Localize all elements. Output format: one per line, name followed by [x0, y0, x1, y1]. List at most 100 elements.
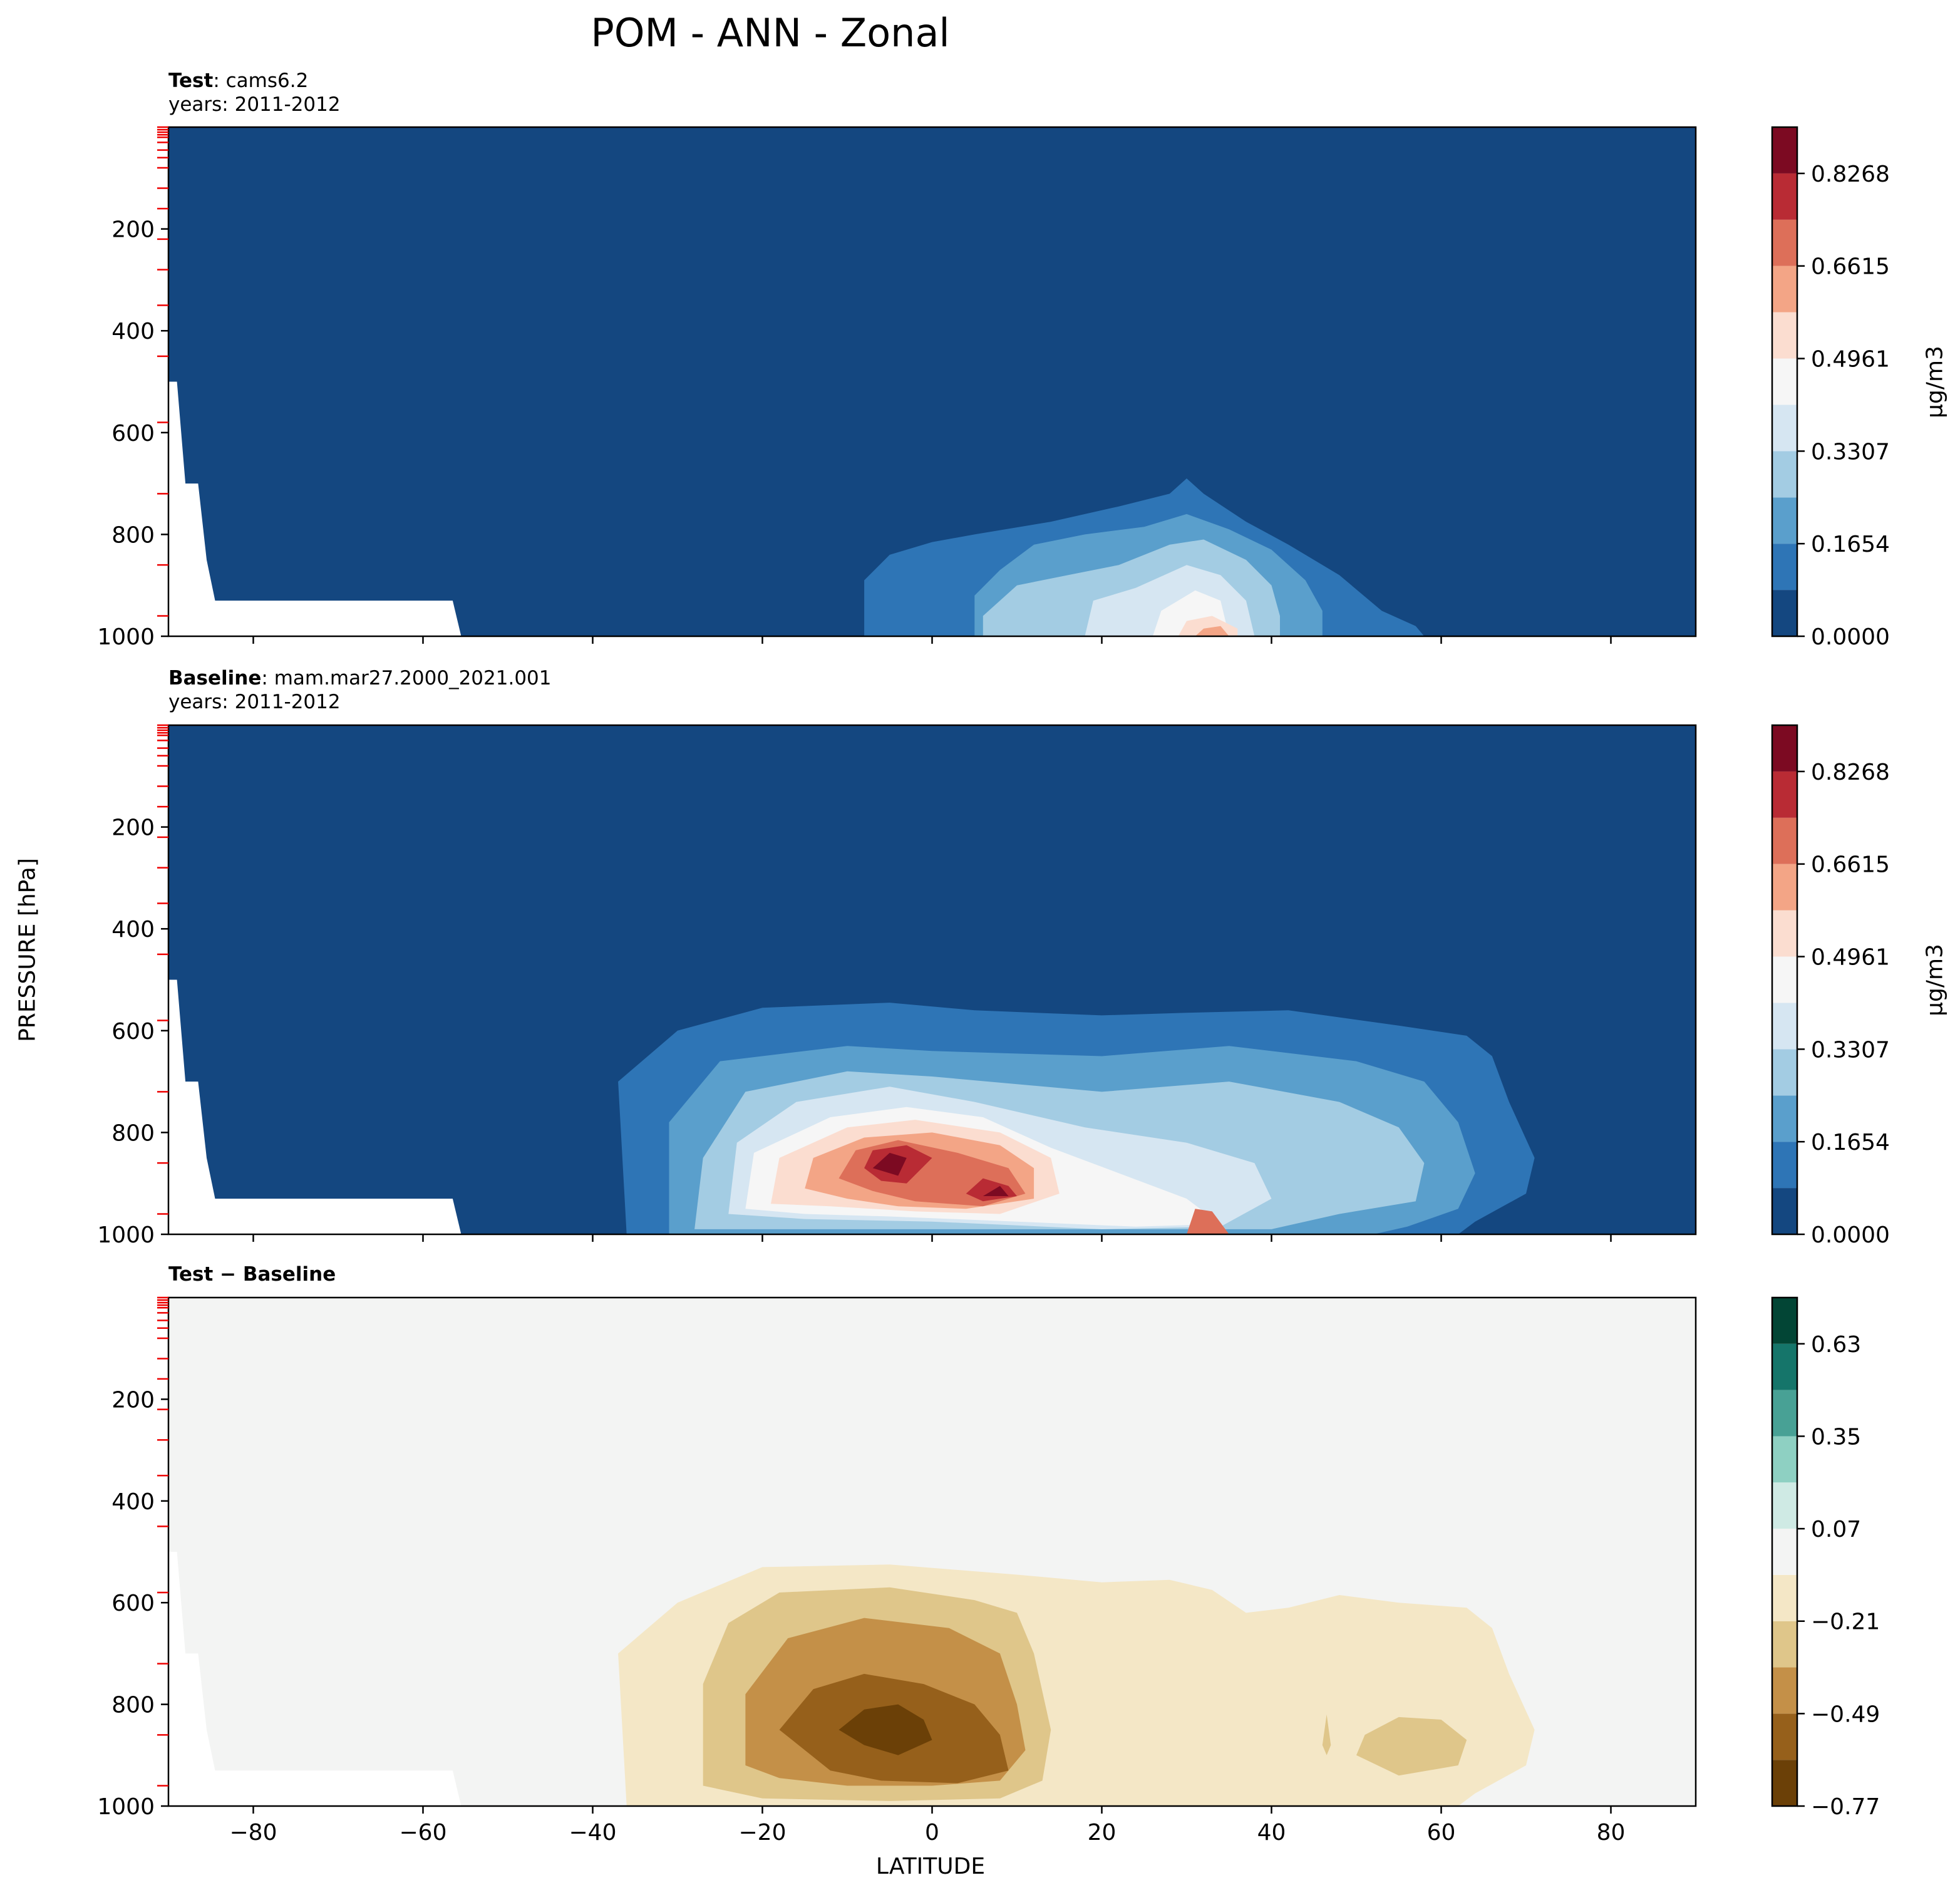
colorbar-tick-label: 0.1654: [1811, 1130, 1890, 1155]
colorbar-swatch: [1772, 1298, 1797, 1344]
colorbar-tick-label: 0.3307: [1811, 1037, 1890, 1063]
colorbar-tick-label: 0.35: [1811, 1424, 1861, 1450]
colorbar-swatch: [1772, 1390, 1797, 1437]
panel-1-label-bold: Test: [168, 70, 214, 92]
colorbar-frame: [1771, 1296, 1798, 1807]
colorbar-swatch: [1772, 1667, 1797, 1714]
colorbar-swatch: [1772, 312, 1797, 359]
x-tick-label: 60: [1427, 1820, 1456, 1846]
y-tick-label: 1000: [97, 1222, 155, 1248]
x-tick-label: −80: [230, 1820, 277, 1846]
colorbar-swatch: [1772, 1095, 1797, 1142]
colorbar-swatch: [1772, 1049, 1797, 1096]
x-tick-label: −60: [400, 1820, 447, 1846]
colorbar-swatch: [1772, 771, 1797, 818]
y-tick-label: 200: [111, 1387, 155, 1413]
colorbar-swatch: [1772, 544, 1797, 591]
colorbar-1: 0.0000 0.1654 0.3307 0.4961 0.6615 0.8268: [1771, 126, 1890, 650]
colorbar-swatch: [1772, 817, 1797, 864]
contour-level-7: [1195, 626, 1229, 636]
colorbar-tick-label: 0.0000: [1811, 1222, 1890, 1248]
contour-level-8c: [1187, 1209, 1229, 1234]
panel-2-label-rest: mam.mar27.2000_2021.001: [274, 667, 552, 689]
colorbar-swatch: [1772, 1574, 1797, 1621]
figure-title: POM - ANN - Zonal: [591, 10, 950, 56]
colorbar-swatch: [1772, 956, 1797, 1003]
colorbar-tick-label: 0.0000: [1811, 624, 1890, 650]
colorbar-swatch: [1772, 725, 1797, 772]
colorbar-tick-label: 0.1654: [1811, 532, 1890, 557]
y-tick-label: 600: [111, 421, 155, 447]
y-tick-label: 400: [111, 917, 155, 942]
colorbar-swatch: [1772, 497, 1797, 544]
colorbar-frame: [1771, 724, 1798, 1236]
colorbar-swatch: [1772, 910, 1797, 957]
colorbar-tick-label: 0.8268: [1811, 162, 1890, 187]
colorbar-tick-label: 0.8268: [1811, 760, 1890, 785]
colorbar-swatch: [1772, 1003, 1797, 1050]
colorbar-swatch: [1772, 864, 1797, 911]
missing-data-mask: [168, 1552, 462, 1806]
y-tick-label: 200: [111, 815, 155, 841]
panel-1: 200 400 600 800 1000: [97, 126, 1697, 650]
missing-data-mask: [168, 979, 462, 1234]
colorbar-tick-label: 0.4961: [1811, 347, 1890, 373]
panel-2-title: Baseline: mam.mar27.2000_2021.001 years:…: [168, 667, 552, 713]
colorbar-swatch: [1772, 451, 1797, 498]
panel-2: 200 400 600 800 1000: [97, 724, 1697, 1248]
y-tick-label: 800: [111, 1693, 155, 1718]
contour-level-10b: [983, 1185, 1009, 1196]
colorbar-tick-label: −0.77: [1811, 1794, 1880, 1820]
panel-3-title: Test − Baseline: [168, 1262, 336, 1286]
colorbar-swatch: [1772, 219, 1797, 266]
x-tick-label: 40: [1257, 1820, 1286, 1846]
colorbar-swatch: [1772, 1713, 1797, 1760]
colorbar-tick-label: 0.6615: [1811, 852, 1890, 878]
colorbar-swatch: [1772, 590, 1797, 636]
contour-level-3c: [1322, 1714, 1331, 1755]
colorbar-2: 0.0000 0.1654 0.3307 0.4961 0.6615 0.8268: [1771, 724, 1890, 1248]
colorbar-swatch: [1772, 1482, 1797, 1529]
x-tick-label: −20: [739, 1820, 787, 1846]
contour-level-3b: [1356, 1717, 1467, 1776]
panel-3-label-bold: Test − Baseline: [168, 1263, 336, 1286]
colorbar-swatch: [1772, 1529, 1797, 1575]
x-tick-label: 20: [1088, 1820, 1117, 1846]
x-tick-label: −40: [569, 1820, 617, 1846]
colorbar-swatch: [1772, 405, 1797, 452]
y-tick-label: 600: [111, 1019, 155, 1045]
colorbar-3: −0.77 −0.49 −0.21 0.07 0.35 0.63: [1771, 1296, 1880, 1820]
y-tick-label: 1000: [97, 624, 155, 650]
colorbar-swatch: [1772, 173, 1797, 220]
y-tick-label: 800: [111, 1120, 155, 1146]
panel-2-years: years: 2011-2012: [168, 691, 341, 713]
y-tick-label: 200: [111, 217, 155, 243]
y-tick-label: 600: [111, 1591, 155, 1616]
colorbar-swatch: [1772, 127, 1797, 173]
panel-3: 200 400 600 800 1000 −80 −60 −40 −20 0 20 40 60 80: [97, 1296, 1697, 1846]
colorbar-tick-label: −0.21: [1811, 1609, 1880, 1635]
colorbar-swatch: [1772, 1760, 1797, 1806]
colorbar-tick-label: 0.3307: [1811, 439, 1890, 465]
colorbar-tick-label: −0.49: [1811, 1701, 1880, 1727]
panel-1-label-rest: cams6.2: [225, 70, 309, 92]
y-tick-label: 400: [111, 319, 155, 344]
colorbar-swatch: [1772, 1621, 1797, 1668]
colorbar-swatch: [1772, 266, 1797, 312]
y-tick-label: 1000: [97, 1794, 155, 1820]
contour-level-10: [872, 1152, 907, 1176]
colorbar-swatch: [1772, 1188, 1797, 1234]
x-tick-label: 80: [1597, 1820, 1626, 1846]
colorbar-tick-label: 0.63: [1811, 1332, 1861, 1358]
colorbar-tick-label: 0.07: [1811, 1517, 1861, 1542]
y-tick-label: 400: [111, 1489, 155, 1515]
colorbar-tick-label: 0.4961: [1811, 945, 1890, 971]
colorbar-frame: [1771, 126, 1798, 638]
colorbar-tick-label: 0.6615: [1811, 254, 1890, 280]
colorbar-swatch: [1772, 358, 1797, 405]
y-tick-label: 800: [111, 522, 155, 548]
contour-level-0: [838, 1704, 932, 1755]
colorbar-swatch: [1772, 1343, 1797, 1390]
colorbar-swatch: [1772, 1436, 1797, 1483]
